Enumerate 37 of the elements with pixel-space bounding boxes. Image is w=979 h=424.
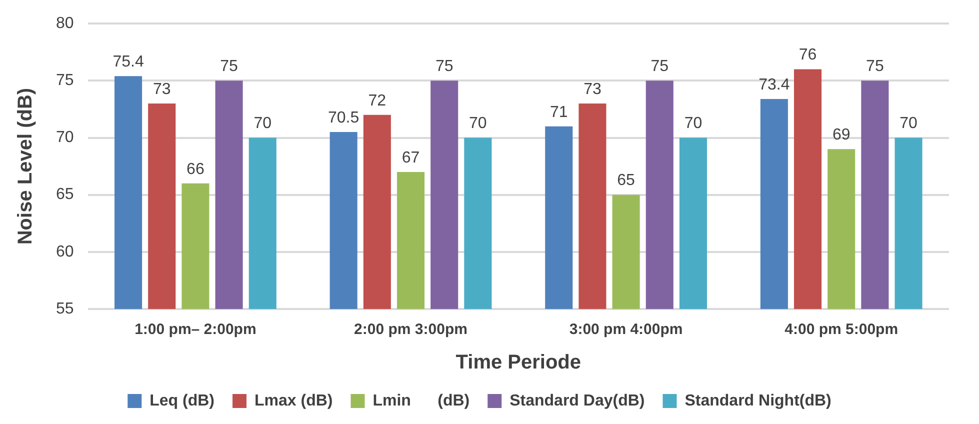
x-tick-label: 2:00 pm 3:00pm	[354, 321, 468, 338]
data-label: 70	[254, 115, 272, 132]
data-label: 70	[684, 115, 702, 132]
data-label: 73.4	[758, 76, 790, 94]
x-tick-label: 3:00 pm 4:00pm	[569, 321, 683, 338]
data-label: 75	[220, 58, 238, 76]
data-label: 75	[866, 58, 884, 76]
data-label: 72	[368, 92, 386, 110]
data-label: 70	[469, 115, 487, 132]
y-tick-label: 55	[56, 300, 74, 318]
data-label: 75	[650, 58, 669, 76]
x-tick-label: 4:00 pm 5:00pm	[784, 321, 898, 338]
y-tick-label: 70	[56, 129, 74, 146]
data-label: 75.4	[112, 54, 144, 71]
x-tick-label: 1:00 pm– 2:00pm	[134, 321, 256, 338]
y-tick-label: 65	[56, 186, 74, 204]
data-label: 65	[617, 172, 636, 190]
data-label: 73	[584, 80, 602, 98]
data-label: 67	[402, 149, 420, 166]
legend-label: Lmin (dB)	[372, 392, 470, 410]
data-label: 75	[435, 58, 454, 76]
data-label: 71	[550, 104, 568, 121]
y-tick-label: 60	[56, 243, 74, 260]
y-axis-title: Noise Level (dB)	[14, 88, 37, 245]
y-tick-label: 80	[56, 15, 74, 32]
data-label: 66	[186, 160, 204, 178]
y-tick-label: 75	[56, 72, 74, 90]
legend-label: Leq (dB)	[150, 392, 214, 410]
data-label: 70	[900, 115, 918, 132]
data-label: 73	[152, 80, 171, 98]
data-label: 76	[798, 46, 817, 64]
x-axis-title: Time Periode	[456, 352, 582, 374]
data-label: 69	[832, 126, 850, 144]
data-label: 70.5	[328, 109, 360, 126]
legend-label: Standard Day(dB)	[510, 392, 645, 410]
legend-label: Lmax (dB)	[254, 392, 333, 410]
legend-label: Standard Night(dB)	[684, 392, 832, 410]
